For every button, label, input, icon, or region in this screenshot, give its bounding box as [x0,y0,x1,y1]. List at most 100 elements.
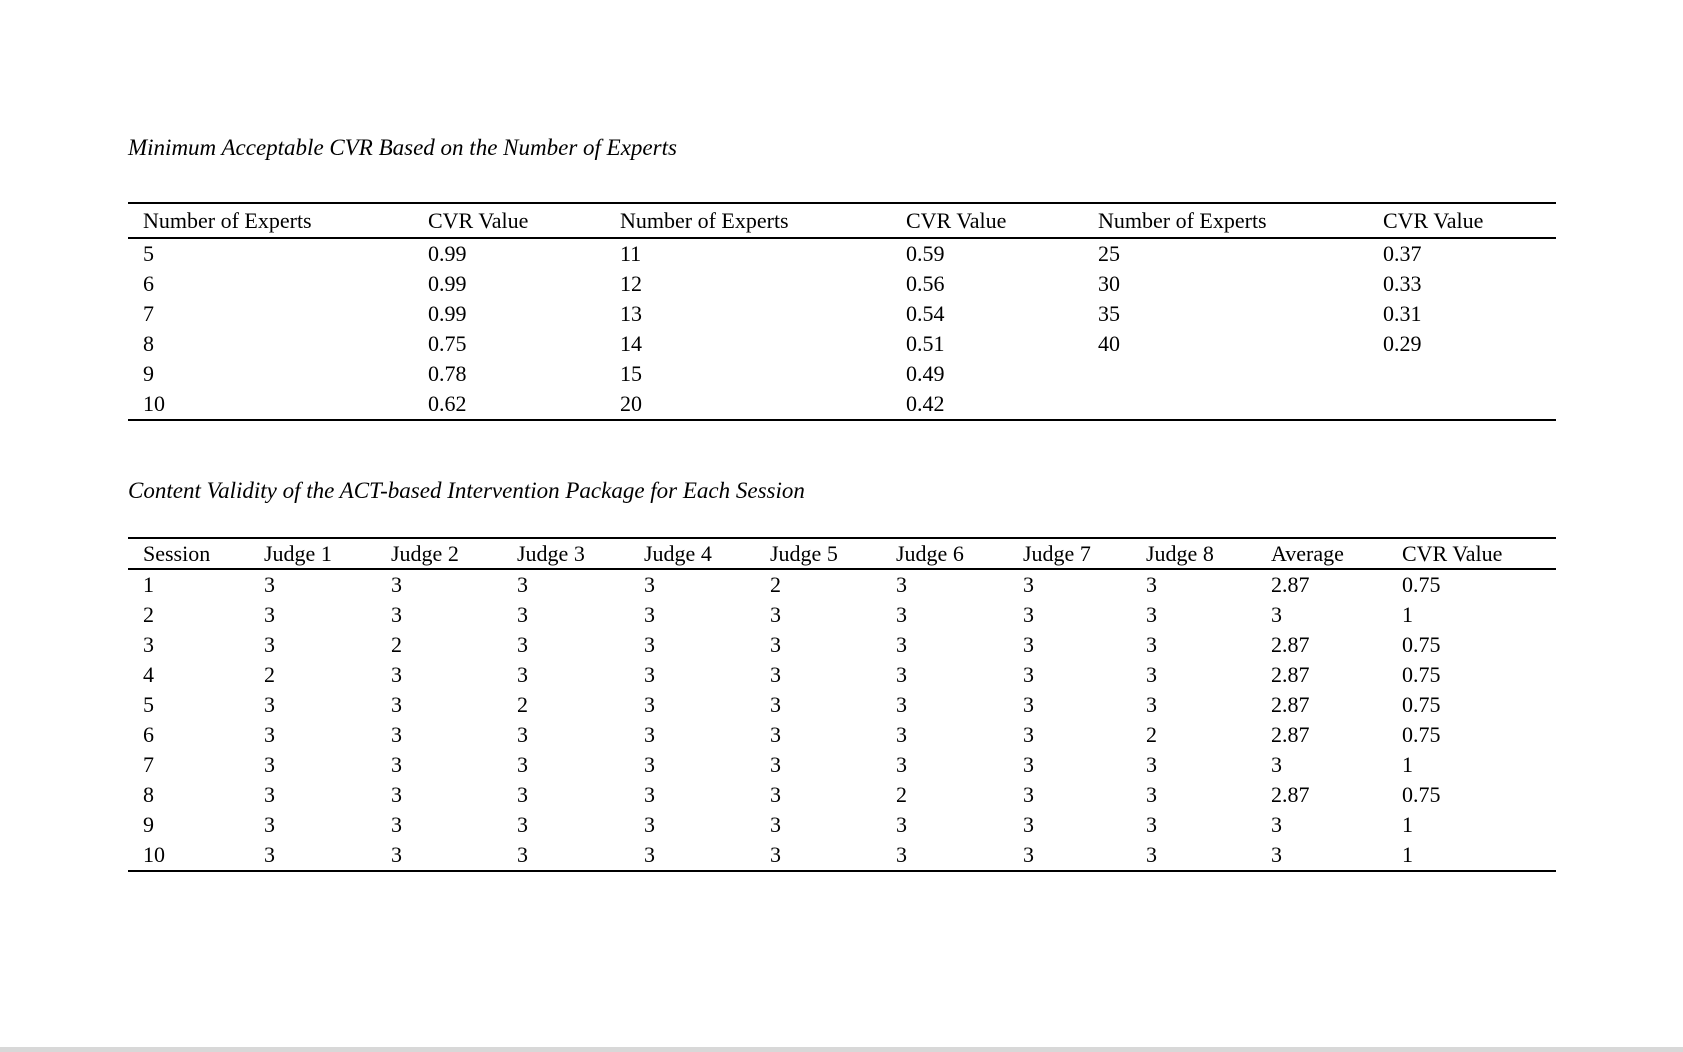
table-cell: 3 [896,602,907,627]
table-cell: 3 [644,842,655,867]
table-cell: 3 [517,572,528,597]
table-cell: 4 [143,662,154,687]
table-cell: 10 [143,842,165,867]
table-row: 5 0.99 11 0.59 25 0.37 [128,238,1556,269]
header-cell: Session [143,540,211,566]
table-cell: 2.87 [1271,662,1310,687]
table-cell: 3 [1146,692,1157,717]
table-cell: 0.29 [1383,331,1422,356]
table-cell: 0.75 [1402,572,1441,597]
table-cell: 0.33 [1383,271,1422,296]
table-cell: 3 [391,812,402,837]
table-cell: 3 [896,812,907,837]
table-cell: 3 [770,812,781,837]
table-row: 2 3 3 3 3 3 3 3 3 3 1 [128,600,1556,630]
header-cell: Judge 1 [264,540,332,566]
table-cell: 11 [620,241,642,266]
table-cell: 0.75 [428,331,467,356]
header-cell: Judge 2 [391,540,459,566]
table-cell: 6 [143,722,154,747]
header-cell: Judge 5 [770,540,838,566]
table-cell: 3 [264,842,275,867]
table-cell: 3 [1271,752,1282,777]
table-cell: 3 [517,662,528,687]
table-cell: 3 [1271,812,1282,837]
table-cell: 3 [264,572,275,597]
table-cell: 3 [896,722,907,747]
table-cell: 1 [1402,752,1413,777]
table-cell: 0.37 [1383,241,1422,266]
header-cell: CVR Value [1402,540,1503,566]
table-cell: 3 [391,602,402,627]
table-cell: 0.75 [1402,722,1441,747]
table-cell: 3 [1146,572,1157,597]
table-cell: 3 [1146,632,1157,657]
table-cell: 3 [1023,632,1034,657]
table-cell: 8 [143,782,154,807]
table-cell: 3 [896,662,907,687]
table-cell: 3 [391,752,402,777]
table-cell: 35 [1098,301,1120,326]
table-cell: 10 [143,391,165,416]
table-cell: 3 [391,662,402,687]
table-cell: 2 [143,602,154,627]
table-cell: 3 [391,722,402,747]
table-cell: 3 [391,782,402,807]
table-row: 5 3 3 2 3 3 3 3 3 2.87 0.75 [128,690,1556,720]
header-cell: Judge 8 [1146,540,1214,566]
table-cell: 0.78 [428,361,467,386]
table-cell: 2.87 [1271,782,1310,807]
table-cell: 3 [1146,842,1157,867]
table-cell: 3 [644,602,655,627]
table-cell: 14 [620,331,642,356]
table-cell [1368,389,1556,420]
table-cell: 3 [644,662,655,687]
header-cell: Number of Experts [1098,207,1267,233]
table-row: 3 3 2 3 3 3 3 3 3 2.87 0.75 [128,630,1556,660]
table-cell: 9 [143,361,154,386]
table-row: 4 2 3 3 3 3 3 3 3 2.87 0.75 [128,660,1556,690]
table-cell: 3 [644,632,655,657]
table1-title: Minimum Acceptable CVR Based on the Numb… [128,135,677,160]
table-cell: 3 [644,722,655,747]
table-cell: 3 [1146,812,1157,837]
table-row: 9 0.78 15 0.49 [128,359,1556,389]
table-cell: 2 [896,782,907,807]
table-cell: 3 [391,842,402,867]
header-row: Session Judge 1 Judge 2 Judge 3 Judge 4 Judge… [128,538,1556,569]
table-cell: 3 [264,602,275,627]
table-cell: 3 [517,752,528,777]
header-cell: Judge 3 [517,540,585,566]
table-cell: 0.56 [906,271,945,296]
table-cell: 3 [264,782,275,807]
table-cell: 3 [1023,722,1034,747]
table-cell: 9 [143,812,154,837]
table-row: 8 3 3 3 3 3 2 3 3 2.87 0.75 [128,780,1556,810]
table-cell: 3 [896,632,907,657]
header-cell: CVR Value [428,207,529,233]
table-cell: 3 [770,782,781,807]
table-cell: 3 [770,752,781,777]
window-bottom-edge [0,1047,1683,1052]
header-cell: Judge 7 [1023,540,1091,566]
table-cell: 0.42 [906,391,945,416]
table-cell: 3 [770,662,781,687]
header-cell: CVR Value [1383,207,1484,233]
table-cell: 3 [264,722,275,747]
table-cell: 3 [770,692,781,717]
table-cell: 2.87 [1271,722,1310,747]
table-cell: 12 [620,271,642,296]
table-cell: 5 [143,241,154,266]
table-row: 6 3 3 3 3 3 3 3 2 2.87 0.75 [128,720,1556,750]
table-cell: 2 [770,572,781,597]
table-cell: 3 [896,752,907,777]
table-cell: 0.99 [428,271,467,296]
table-cell: 7 [143,301,154,326]
header-cell: Average [1271,540,1344,566]
table-cell: 1 [1402,842,1413,867]
content-validity-table: Session Judge 1 Judge 2 Judge 3 Judge 4 Judge… [128,537,1556,872]
table-cell: 2.87 [1271,692,1310,717]
table-row: 10 0.62 20 0.42 [128,389,1556,420]
table-cell: 25 [1098,241,1120,266]
cvr-minimum-table: Number of Experts CVR Value Number of Expe… [128,202,1556,421]
